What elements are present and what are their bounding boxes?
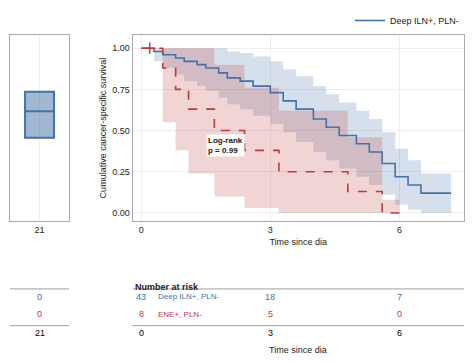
svg-text:Time since dia: Time since dia <box>269 345 327 355</box>
svg-text:3: 3 <box>268 225 273 235</box>
svg-text:0.75: 0.75 <box>112 85 130 95</box>
svg-text:0.00: 0.00 <box>112 208 130 218</box>
svg-text:1.00: 1.00 <box>112 43 130 53</box>
svg-text:0: 0 <box>37 309 42 319</box>
svg-text:7: 7 <box>397 292 402 302</box>
svg-text:8: 8 <box>139 309 144 319</box>
svg-text:Log-rankp = 0.99: Log-rankp = 0.99 <box>208 136 243 155</box>
svg-text:21: 21 <box>35 225 45 235</box>
svg-text:0.25: 0.25 <box>112 167 130 177</box>
svg-text:21: 21 <box>35 328 45 338</box>
svg-text:Time since dia: Time since dia <box>269 237 327 247</box>
svg-text:0: 0 <box>139 328 144 338</box>
svg-text:0: 0 <box>397 309 402 319</box>
svg-text:6: 6 <box>397 225 402 235</box>
svg-text:0.50: 0.50 <box>112 126 130 136</box>
svg-text:18: 18 <box>265 292 275 302</box>
svg-text:ENE+, PLN-: ENE+, PLN- <box>158 310 202 319</box>
svg-text:Number at risk: Number at risk <box>135 282 199 292</box>
svg-text:0: 0 <box>37 292 42 302</box>
svg-text:Cumulative cancer-specific sur: Cumulative cancer-specific survival <box>98 58 108 199</box>
svg-text:Deep ILN+, PLN-: Deep ILN+, PLN- <box>158 292 219 301</box>
svg-text:3: 3 <box>268 328 273 338</box>
svg-text:0: 0 <box>139 225 144 235</box>
svg-text:43: 43 <box>136 292 146 302</box>
svg-text:5: 5 <box>268 309 273 319</box>
svg-text:Deep ILN+, PLN-: Deep ILN+, PLN- <box>390 16 459 26</box>
svg-text:6: 6 <box>397 328 402 338</box>
